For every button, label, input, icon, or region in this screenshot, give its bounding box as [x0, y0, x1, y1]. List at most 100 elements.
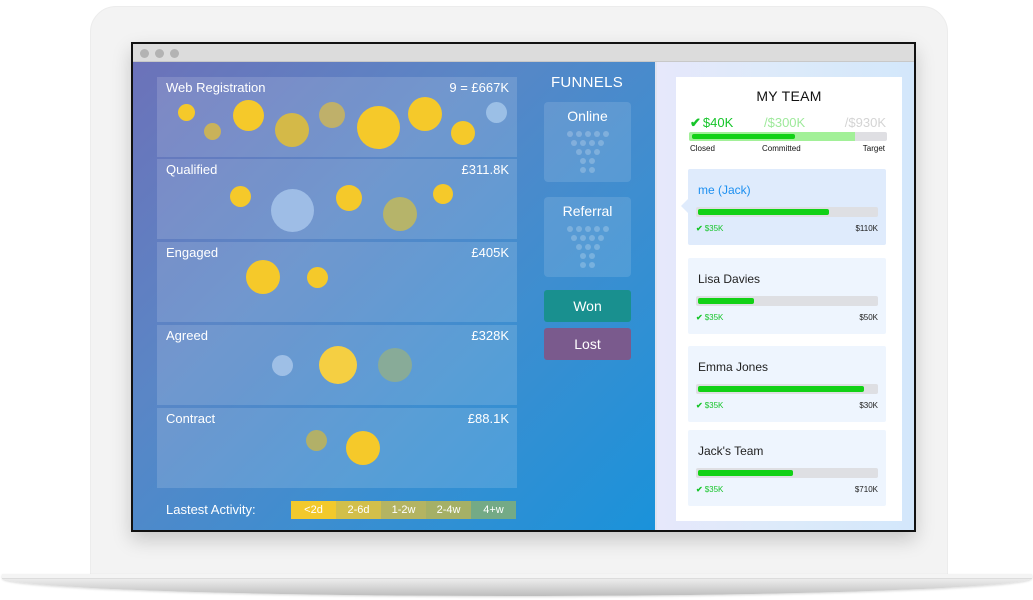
funnel-card-label: Online — [567, 108, 608, 124]
deal-bubble[interactable] — [485, 101, 507, 123]
member-name: Emma Jones — [698, 360, 769, 374]
deal-bubble[interactable] — [336, 185, 362, 211]
team-member-me-jack[interactable]: me (Jack) ✔ $35K $110K — [681, 169, 886, 245]
member-closed-value: $35K — [704, 485, 724, 494]
window-titlebar — [133, 44, 914, 62]
stage-contract[interactable]: Contract £88.1K — [157, 408, 517, 488]
summary-closed-value: $40K — [702, 115, 734, 130]
target-label: Target — [862, 144, 885, 153]
member-closed-value: $35K — [704, 401, 724, 410]
stage-agreed[interactable]: Agreed £328K — [157, 325, 517, 405]
check-icon: ✔ — [696, 485, 703, 494]
team-card: MY TEAM ✔ $40K /$300K /$930K Closed Commi… — [676, 77, 902, 521]
check-icon: ✔ — [696, 401, 703, 410]
member-progress-bar — [696, 384, 878, 394]
stage-web-registration[interactable]: Web Registration 9 = £667K — [157, 77, 517, 157]
member-progress-bar — [696, 468, 878, 478]
member-progress-fill — [698, 386, 864, 392]
deal-bubble[interactable] — [408, 97, 442, 131]
deal-bubble[interactable] — [229, 185, 251, 207]
team-member-jacks-team[interactable]: Jack's Team ✔ $35K $710K — [688, 430, 886, 506]
funnel-icon — [544, 226, 631, 271]
member-closed-value: $35K — [704, 313, 724, 322]
deal-bubble[interactable] — [319, 102, 345, 128]
stage-value: 9 = £667K — [449, 80, 509, 95]
stage-engaged[interactable]: Engaged £405K — [157, 242, 517, 322]
stage-value: £405K — [471, 245, 509, 260]
laptop-base — [2, 574, 1032, 596]
member-progress-bar — [696, 296, 878, 306]
funnels-title: FUNNELS — [550, 74, 624, 91]
legend-item-2-6d: 2-6d — [336, 501, 381, 519]
deal-bubble[interactable] — [356, 105, 400, 149]
member-name: Lisa Davies — [698, 272, 761, 286]
stage-value: £328K — [471, 328, 509, 343]
team-progress-bar — [689, 132, 887, 141]
member-progress-fill — [698, 298, 755, 304]
stage-label: Contract — [166, 411, 216, 426]
team-member-lisa-davies[interactable]: Lisa Davies ✔ $35K $50K — [688, 258, 886, 334]
deal-bubble[interactable] — [270, 188, 314, 232]
member-name: Jack's Team — [698, 444, 764, 458]
deal-bubble[interactable] — [177, 103, 195, 121]
deal-bubble[interactable] — [319, 346, 357, 384]
member-closed-amount: ✔ $35K — [696, 313, 723, 322]
member-name: me (Jack) — [698, 183, 751, 197]
activity-legend: <2d 2-6d 1-2w 2-4w 4+w — [291, 501, 516, 519]
stage-qualified[interactable]: Qualified £311.8K — [157, 159, 517, 239]
deal-bubble[interactable] — [306, 266, 328, 288]
won-button[interactable]: Won — [544, 290, 631, 322]
stage-label: Web Registration — [166, 80, 266, 95]
member-closed-amount: ✔ $35K — [696, 485, 723, 494]
stage-label: Agreed — [166, 328, 208, 343]
funnel-card-online[interactable]: Online — [544, 102, 631, 182]
stage-label: Qualified — [166, 162, 218, 177]
legend-item-lt2d: <2d — [291, 501, 336, 519]
closed-label: Closed — [690, 144, 715, 153]
member-progress-bar — [696, 207, 878, 217]
deal-bubble[interactable] — [232, 99, 264, 131]
app-window: Web Registration 9 = £667K Qualified £31… — [131, 42, 916, 532]
member-progress-fill — [698, 470, 793, 476]
check-icon: ✔ — [690, 115, 701, 130]
window-close-button[interactable] — [140, 49, 149, 58]
deal-bubble[interactable] — [246, 260, 280, 294]
legend-item-2-4w: 2-4w — [426, 501, 471, 519]
stage-value: £88.1K — [467, 411, 509, 426]
team-title: MY TEAM — [756, 88, 822, 104]
team-member-emma-jones[interactable]: Emma Jones ✔ $35K $30K — [688, 346, 886, 422]
window-minimize-button[interactable] — [155, 49, 164, 58]
deal-bubble[interactable] — [275, 113, 309, 147]
member-closed-amount: ✔ $35K — [696, 401, 723, 410]
check-icon: ✔ — [696, 224, 703, 233]
member-target-amount: $50K — [859, 313, 878, 322]
deal-bubble[interactable] — [433, 184, 453, 204]
team-panel: MY TEAM ✔ $40K /$300K /$930K Closed Commi… — [655, 62, 914, 530]
funnel-card-referral[interactable]: Referral — [544, 197, 631, 277]
stage-label: Engaged — [166, 245, 219, 260]
funnel-icon — [544, 131, 631, 176]
deal-bubble[interactable] — [378, 348, 412, 382]
deal-bubble[interactable] — [346, 431, 380, 465]
member-target-amount: $110K — [855, 224, 878, 233]
member-closed-amount: ✔ $35K — [696, 224, 723, 233]
stage-value: £311.8K — [461, 162, 509, 177]
member-target-amount: $30K — [859, 401, 878, 410]
member-closed-value: $35K — [704, 224, 724, 233]
check-icon: ✔ — [696, 313, 703, 322]
window-maximize-button[interactable] — [170, 49, 179, 58]
deal-bubble[interactable] — [203, 122, 221, 140]
deal-bubble[interactable] — [451, 121, 475, 145]
summary-target-amount: /$930K — [844, 115, 886, 130]
legend-item-4w-plus: 4+w — [471, 501, 516, 519]
lost-button[interactable]: Lost — [544, 328, 631, 360]
closed-fill — [692, 134, 795, 139]
deal-bubble[interactable] — [271, 354, 293, 376]
legend-item-1-2w: 1-2w — [381, 501, 426, 519]
deal-bubble[interactable] — [383, 197, 417, 231]
summary-closed-amount: ✔ $40K — [690, 115, 733, 131]
member-progress-fill — [698, 209, 830, 215]
deal-bubble[interactable] — [305, 429, 327, 451]
pipeline-panel: Web Registration 9 = £667K Qualified £31… — [133, 62, 655, 530]
summary-committed-amount: /$300K — [764, 115, 806, 130]
